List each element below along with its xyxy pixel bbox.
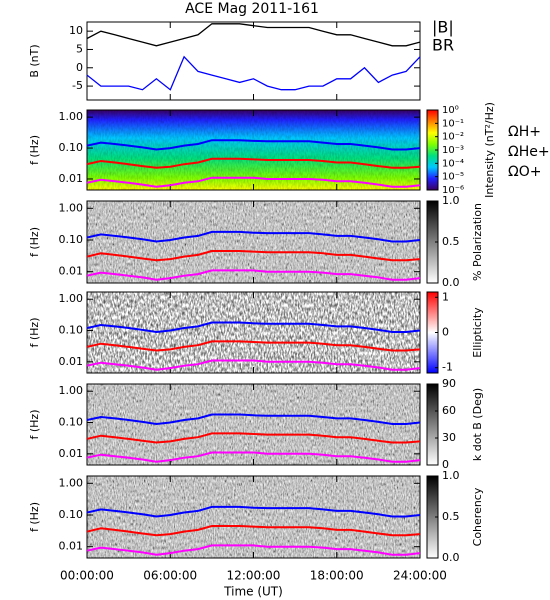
y-tick-label: 0.01 (59, 355, 84, 368)
colorbar-tick-label: 1.0 (442, 194, 460, 207)
series-line (87, 269, 420, 281)
x-axis-label: Time (UT) (223, 585, 283, 599)
y-tick-label: 1.00 (59, 384, 84, 397)
x-tick-label: 18:00:00 (310, 569, 364, 583)
colorbar-tick-label: 10⁻⁶ (442, 185, 464, 196)
y-tick-label: 0.10 (59, 233, 84, 246)
y-tick-label: 0.10 (59, 324, 84, 337)
colorbar-label: Intensity (nT²/Hz) (483, 102, 496, 198)
chart-title: ACE Mag 2011-161 (185, 1, 319, 17)
colorbar-tick-label: 1.0 (442, 469, 460, 482)
y-tick-label: -5 (72, 79, 83, 92)
spectrogram-texture (87, 110, 420, 190)
y-axis-label: f (Hz) (28, 502, 41, 532)
y-tick-label: 0.01 (59, 172, 84, 185)
y-tick-label: 1.00 (59, 476, 84, 489)
colorbar-tick-label: 30 (442, 431, 456, 444)
colorbar-tick-label: 0.0 (442, 276, 460, 289)
series-line (87, 505, 420, 518)
y-tick-label: 1.00 (59, 201, 84, 214)
legend-label: |B| (432, 18, 454, 37)
x-tick-label: 12:00:00 (227, 569, 281, 583)
colorbar-tick-label: -1 (442, 361, 453, 374)
series-line (87, 525, 420, 537)
legend-label: ΩHe+ (508, 144, 550, 160)
series-line (87, 544, 420, 556)
y-tick-label: 1.00 (59, 292, 84, 305)
colorbar-tick-label: 10⁻² (442, 132, 464, 143)
y-tick-label: 10 (69, 24, 83, 37)
colorbar-label: Coherency (471, 487, 484, 546)
y-axis-label: f (Hz) (28, 318, 41, 348)
series-line (87, 23, 420, 47)
y-tick-label: 1.00 (59, 110, 84, 123)
colorbar-tick-label: 0.5 (442, 235, 460, 248)
series-line (87, 451, 420, 463)
colorbar-tick-label: 60 (442, 404, 456, 417)
y-tick-label: 0.10 (59, 508, 84, 521)
series-line (87, 55, 420, 91)
colorbar-tick-label: 0 (442, 458, 449, 471)
y-tick-label: 0.10 (59, 141, 84, 154)
colorbar-tick-label: 90 (442, 377, 456, 390)
colorbar-tick-label: 0.5 (442, 510, 460, 523)
colorbar (426, 383, 439, 466)
spectrogram-texture (87, 201, 420, 283)
series-line (87, 432, 420, 444)
y-tick-label: 0.01 (59, 265, 84, 278)
colorbar-tick-label: 10⁰ (442, 105, 459, 116)
series-line (87, 321, 420, 334)
colorbar-tick-label: 10⁻⁴ (442, 158, 464, 169)
colorbar-tick-label: 0 (442, 326, 449, 339)
y-axis-label: f (Hz) (28, 227, 41, 257)
colorbar-tick-label: 10⁻⁵ (442, 172, 464, 183)
colorbar-label: % Polarization (471, 203, 484, 281)
series-line (87, 157, 420, 169)
x-tick-label: 06:00:00 (143, 569, 197, 583)
colorbar-label: Ellipticity (471, 307, 484, 358)
colorbar-tick-label: 0.0 (442, 551, 460, 564)
series-line (87, 176, 420, 188)
series-line (87, 340, 420, 352)
y-axis-label: B (nT) (28, 44, 41, 77)
series-line (87, 139, 420, 151)
colorbar-tick-label: 10⁻³ (442, 145, 464, 156)
legend-label: BR (432, 36, 454, 55)
x-tick-label: 24:00:00 (393, 569, 447, 583)
legend-label: ΩO+ (508, 164, 541, 180)
y-tick-label: 5 (76, 42, 83, 55)
colorbar-tick-label: 10⁻¹ (442, 118, 464, 129)
y-axis-label: f (Hz) (28, 410, 41, 440)
y-tick-label: 0 (76, 61, 83, 74)
series-line (87, 413, 420, 426)
series-line (87, 230, 420, 243)
spectrogram-texture (87, 476, 420, 558)
y-axis-label: f (Hz) (28, 135, 41, 165)
series-line (87, 250, 420, 262)
x-tick-label: 00:00:00 (60, 569, 114, 583)
y-tick-label: 0.10 (59, 416, 84, 429)
colorbar-label: k dot B (Deg) (471, 388, 484, 461)
legend-label: ΩH+ (508, 124, 541, 140)
y-tick-label: 0.01 (59, 447, 84, 460)
series-line (87, 359, 420, 371)
y-tick-label: 0.01 (59, 540, 84, 553)
colorbar-tick-label: 1 (442, 290, 449, 303)
